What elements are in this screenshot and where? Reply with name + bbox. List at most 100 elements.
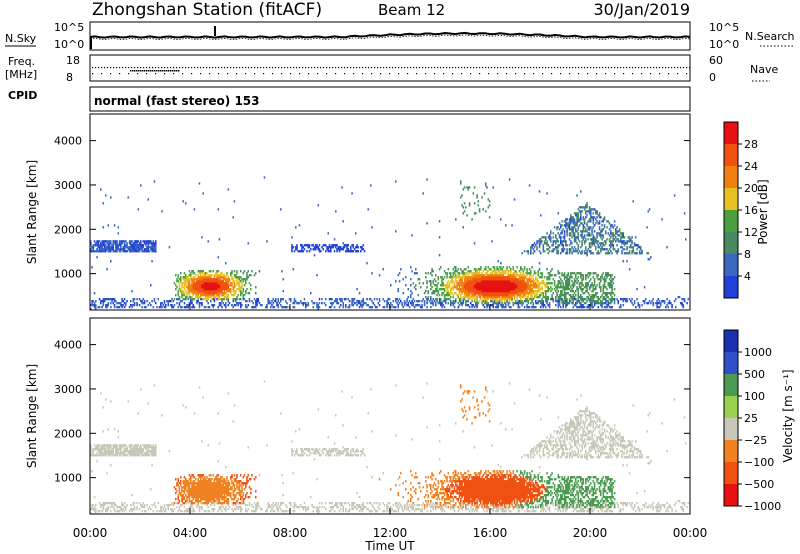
power-cell — [495, 306, 497, 309]
power-cell — [636, 252, 638, 255]
power-cell — [476, 300, 478, 303]
power-cell — [586, 250, 588, 253]
power-cell — [492, 266, 495, 269]
power-cell — [530, 296, 532, 299]
power-cell — [631, 302, 633, 305]
power-cell — [460, 268, 462, 271]
power-cell — [593, 288, 596, 291]
power-cell — [216, 292, 218, 295]
power-cell — [476, 292, 478, 295]
power-cell — [466, 186, 468, 189]
power-cell — [465, 274, 467, 277]
power-cell — [97, 246, 100, 249]
power-cell — [288, 298, 291, 301]
velocity-cell — [107, 446, 110, 449]
power-cell — [277, 298, 280, 301]
velocity-cell — [142, 506, 145, 509]
freq-dot — [344, 67, 346, 69]
power-cell — [563, 292, 566, 295]
power-cell — [535, 276, 537, 279]
power-cell — [566, 276, 568, 279]
power-cell — [586, 206, 588, 209]
power-cell — [302, 250, 305, 253]
power-cell — [478, 270, 481, 273]
power-cell — [165, 306, 167, 309]
power-cell — [581, 296, 583, 299]
velocity-cell — [107, 452, 110, 455]
power-cell — [535, 284, 537, 287]
power-cell — [427, 292, 430, 295]
power-cell — [475, 304, 477, 307]
power-cell — [510, 276, 512, 279]
power-cell — [146, 248, 148, 251]
power-cell — [281, 306, 283, 309]
power-cell — [613, 238, 616, 241]
power-cell — [568, 226, 571, 229]
power-cell — [423, 304, 426, 307]
power-cell — [181, 282, 183, 285]
power-cell — [476, 288, 478, 291]
power-cell — [245, 300, 247, 303]
power-cell — [485, 300, 487, 303]
noise-sky-line — [89, 31, 691, 39]
power-cell — [608, 248, 611, 251]
velocity-heatmap — [90, 380, 690, 515]
power-cell — [125, 240, 127, 243]
power-cell — [577, 300, 580, 303]
power-cell — [465, 206, 467, 209]
power-cell — [221, 306, 223, 309]
power-cell — [492, 292, 495, 295]
freq-dot — [689, 67, 691, 69]
power-cell — [128, 306, 131, 309]
power-cell — [178, 282, 181, 285]
freq-dot — [389, 67, 391, 69]
power-cell — [522, 278, 525, 281]
power-cell — [557, 290, 560, 293]
power-cell — [360, 302, 362, 305]
power-cell — [460, 302, 462, 305]
velocity-cell — [130, 454, 132, 457]
power-cell — [218, 286, 221, 289]
power-cell — [467, 288, 470, 291]
power-cell — [531, 244, 533, 247]
power-cell — [595, 272, 597, 275]
power-cell — [153, 248, 156, 251]
power-cell — [150, 248, 152, 251]
power-cell — [108, 298, 111, 301]
power-cell — [203, 290, 206, 293]
power-cell — [328, 250, 331, 253]
power-cell — [228, 280, 231, 283]
power-cell — [677, 296, 680, 299]
power-cell — [610, 276, 612, 279]
power-cell — [570, 272, 572, 275]
power-cell — [241, 286, 243, 289]
power-cell — [580, 212, 582, 215]
velocity-cell — [155, 506, 157, 509]
power-cell — [458, 280, 461, 283]
power-cell — [123, 306, 126, 309]
power-cell — [605, 278, 607, 281]
power-cell — [576, 302, 578, 305]
power-cell — [281, 298, 283, 301]
velocity-cell — [181, 488, 183, 491]
power-cell — [466, 288, 468, 291]
power-cell — [626, 248, 628, 251]
power-cell — [433, 284, 436, 287]
power-cell — [237, 302, 240, 305]
power-cell — [600, 290, 602, 293]
nave-dot — [209, 73, 211, 75]
power-cell — [571, 284, 573, 287]
freq-dot — [359, 67, 361, 69]
power-cell — [510, 278, 512, 281]
power-cell — [520, 302, 522, 305]
power-cell — [342, 242, 345, 245]
velocity-cell — [180, 476, 182, 479]
power-cell — [482, 290, 485, 293]
power-cell — [585, 278, 587, 281]
power-cell — [590, 238, 592, 241]
power-cell — [451, 286, 453, 289]
velocity-cell — [152, 444, 155, 447]
power-cell — [566, 252, 568, 255]
power-cell — [673, 194, 676, 197]
power-cell — [195, 290, 197, 293]
